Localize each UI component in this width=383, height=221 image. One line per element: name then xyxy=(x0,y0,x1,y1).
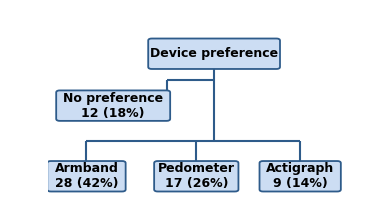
Text: Armband
28 (42%): Armband 28 (42%) xyxy=(54,162,118,190)
FancyBboxPatch shape xyxy=(154,161,239,192)
FancyBboxPatch shape xyxy=(148,38,280,69)
Text: Actigraph
9 (14%): Actigraph 9 (14%) xyxy=(266,162,334,190)
FancyBboxPatch shape xyxy=(260,161,341,192)
Text: No preference
12 (18%): No preference 12 (18%) xyxy=(63,92,163,120)
FancyBboxPatch shape xyxy=(47,161,126,192)
Text: Device preference: Device preference xyxy=(150,47,278,60)
FancyBboxPatch shape xyxy=(56,90,170,121)
Text: Pedometer
17 (26%): Pedometer 17 (26%) xyxy=(158,162,235,190)
